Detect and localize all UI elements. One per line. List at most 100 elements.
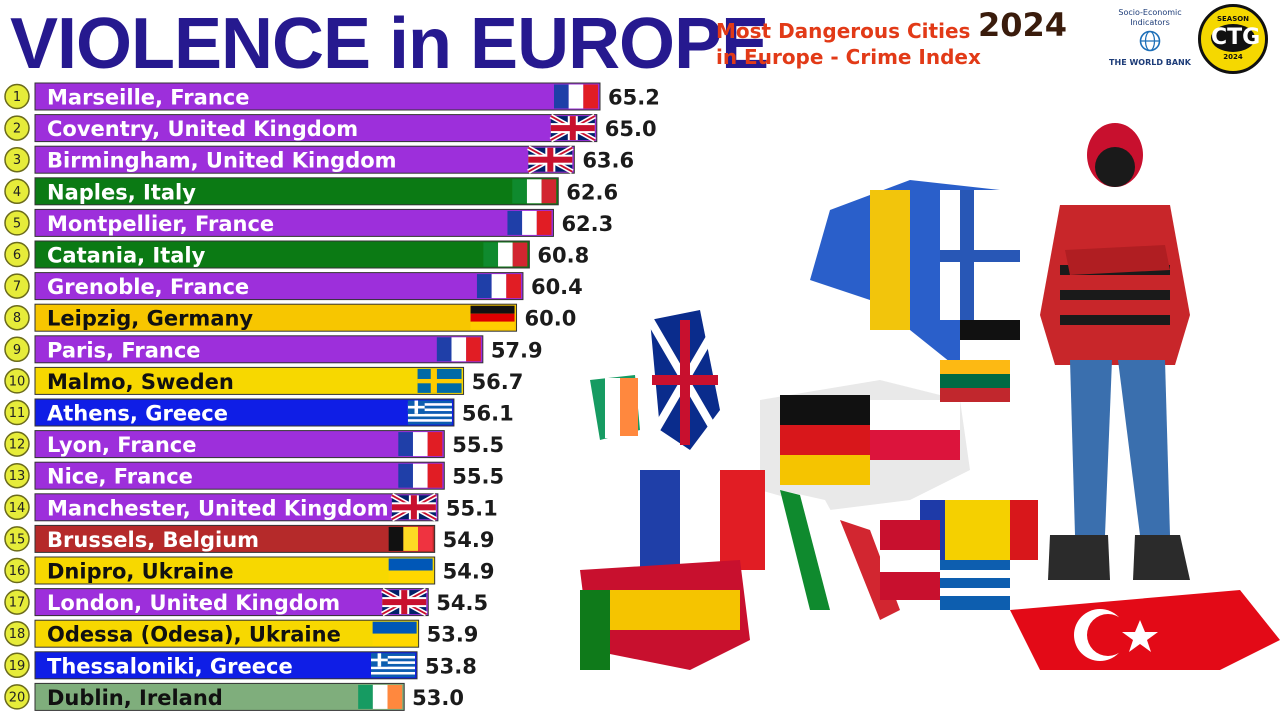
rank-number: 2 <box>13 122 21 137</box>
rank-badge <box>4 210 30 236</box>
germany-flag-icon <box>470 305 515 330</box>
france-flag-icon <box>554 84 598 109</box>
rank-number: 18 <box>9 627 26 642</box>
world-bank-logo: Socio-Economic Indicators THE WORLD BANK <box>1106 8 1194 70</box>
city-label: Grenoble, France <box>47 275 249 299</box>
city-label: Marseille, France <box>47 86 249 110</box>
rank-number: 10 <box>9 374 26 389</box>
globe-icon <box>1139 30 1161 52</box>
value-label: 57.9 <box>491 338 543 362</box>
bar <box>34 240 530 269</box>
uk-flag-icon <box>390 493 438 522</box>
belgium-flag-icon <box>388 526 433 551</box>
city-label: London, United Kingdom <box>47 591 340 615</box>
central-europe-shape <box>760 380 1038 560</box>
city-label: Catania, Italy <box>47 244 206 268</box>
rank-badge <box>4 178 30 205</box>
bar <box>34 556 436 585</box>
bar <box>34 145 575 174</box>
bar <box>34 303 518 332</box>
rank-number: 12 <box>9 438 26 453</box>
rank-number: 20 <box>9 690 26 705</box>
value-label: 62.6 <box>566 180 618 204</box>
subtitle-line-1: Most Dangerous Cities <box>716 19 971 43</box>
rank-number: 16 <box>9 564 26 579</box>
rank-badge <box>4 494 30 521</box>
value-label: 60.4 <box>531 275 583 299</box>
city-label: Coventry, United Kingdom <box>47 117 358 141</box>
channel-logo: SEASON CTG 2024 <box>1198 4 1268 74</box>
channel-season: SEASON <box>1216 15 1250 23</box>
rank-number: 8 <box>13 311 21 326</box>
rank-number: 19 <box>9 659 26 674</box>
rank-badge <box>4 83 30 110</box>
italy-flag-icon <box>512 179 557 204</box>
rank-badge <box>4 399 30 426</box>
city-label: Manchester, United Kingdom <box>47 496 389 520</box>
value-label: 53.9 <box>427 623 479 647</box>
rank-badge <box>4 431 30 457</box>
bar <box>34 82 601 111</box>
chart-subtitle: Most Dangerous Cities in Europe - Crime … <box>716 18 981 70</box>
bar <box>34 335 484 364</box>
uk-flag-icon <box>527 145 574 174</box>
rank-badge <box>4 526 30 552</box>
bar <box>34 651 418 680</box>
year-label: 2024 <box>978 6 1068 44</box>
rank-badge <box>4 557 30 584</box>
italy-flag-icon <box>483 242 528 267</box>
page-title: VIOLENCE in EUROPE <box>10 4 769 84</box>
rank-badge <box>4 146 30 173</box>
bar <box>34 177 559 206</box>
masked-figure-illustration <box>1040 123 1190 580</box>
france-flag-icon <box>398 463 443 488</box>
city-label: Thessaloniki, Greece <box>47 654 293 678</box>
value-label: 62.3 <box>561 212 613 236</box>
eastern-europe-shape <box>940 320 1020 402</box>
bar <box>34 461 445 490</box>
british-isles-shape <box>590 310 724 450</box>
value-label: 63.6 <box>582 149 634 173</box>
rank-badge <box>4 241 30 268</box>
france-flag-icon <box>476 274 521 299</box>
value-label: 60.0 <box>525 307 577 331</box>
rank-number: 4 <box>13 185 21 200</box>
worldbank-line-2: Indicators <box>1130 18 1170 27</box>
value-label: 55.5 <box>452 465 504 489</box>
value-label: 54.9 <box>443 528 495 552</box>
city-label: Leipzig, Germany <box>47 307 253 331</box>
value-label: 55.1 <box>446 496 498 520</box>
city-label: Odessa (Odesa), Ukraine <box>47 623 341 647</box>
city-label: Paris, France <box>47 338 201 362</box>
city-label: Naples, Italy <box>47 180 196 204</box>
rank-badge <box>4 684 30 710</box>
rank-number: 17 <box>9 596 26 611</box>
rank-number: 9 <box>13 343 21 358</box>
ireland-flag-icon <box>358 684 403 709</box>
rank-badge <box>4 589 30 615</box>
greece-flag-icon <box>407 400 452 425</box>
italy-balkans-shape <box>780 490 1010 620</box>
rank-number: 6 <box>13 248 21 263</box>
value-label: 65.2 <box>608 86 660 110</box>
value-label: 53.8 <box>425 654 477 678</box>
rank-number: 11 <box>9 406 26 421</box>
city-label: Montpellier, France <box>47 212 274 236</box>
rank-number: 14 <box>9 501 26 516</box>
value-label: 54.5 <box>436 591 488 615</box>
city-label: Birmingham, United Kingdom <box>47 149 397 173</box>
worldbank-name: THE WORLD BANK <box>1109 58 1191 67</box>
bar <box>34 208 554 237</box>
ukraine-flag-icon <box>388 558 433 583</box>
rank-badge <box>4 336 30 363</box>
city-label: Nice, France <box>47 465 193 489</box>
sweden-flag-icon <box>417 368 462 393</box>
bar <box>34 430 445 459</box>
france-flag-icon <box>507 210 552 235</box>
bar <box>34 114 598 143</box>
rank-badge <box>4 115 30 141</box>
value-label: 60.8 <box>537 244 589 268</box>
rank-number: 7 <box>13 280 21 295</box>
rank-number: 5 <box>13 216 21 231</box>
